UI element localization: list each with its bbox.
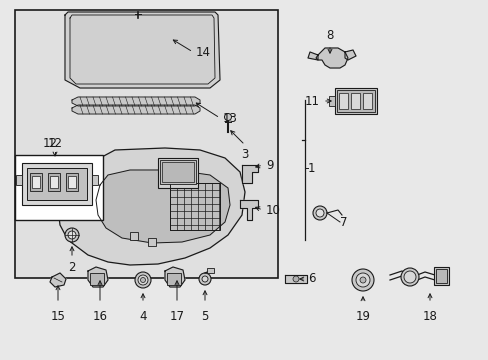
Text: 15: 15	[50, 310, 65, 323]
Text: 17: 17	[169, 310, 184, 323]
Text: 6: 6	[307, 273, 315, 285]
Bar	[334, 88, 376, 114]
Bar	[16, 175, 22, 185]
Text: 11: 11	[305, 95, 319, 108]
Circle shape	[65, 228, 79, 242]
Polygon shape	[242, 165, 258, 183]
Circle shape	[140, 278, 145, 283]
Bar	[15, 10, 278, 278]
Bar	[130, 232, 138, 240]
Bar	[435, 269, 446, 283]
Bar	[433, 267, 448, 285]
Polygon shape	[345, 50, 355, 60]
Bar	[206, 268, 214, 273]
Polygon shape	[240, 200, 258, 220]
Circle shape	[400, 268, 418, 286]
Circle shape	[312, 206, 326, 220]
Bar	[160, 160, 196, 184]
Text: 7: 7	[339, 216, 347, 229]
Polygon shape	[65, 12, 220, 88]
Polygon shape	[50, 273, 66, 287]
Bar	[30, 173, 42, 191]
Polygon shape	[88, 267, 108, 287]
Circle shape	[68, 231, 76, 239]
Text: 18: 18	[422, 310, 437, 323]
Circle shape	[355, 273, 369, 287]
Polygon shape	[285, 275, 306, 283]
Circle shape	[224, 113, 231, 121]
Text: 16: 16	[92, 310, 107, 323]
Polygon shape	[164, 267, 184, 287]
Bar	[32, 176, 40, 188]
Text: 12: 12	[47, 137, 62, 150]
Bar	[15, 155, 103, 220]
Text: 1: 1	[307, 162, 315, 175]
Circle shape	[292, 276, 298, 282]
Bar	[68, 176, 76, 188]
Text: 9: 9	[265, 158, 273, 171]
Text: 13: 13	[223, 112, 237, 125]
Circle shape	[202, 276, 207, 282]
Bar	[362, 93, 371, 109]
Circle shape	[359, 277, 365, 283]
Bar	[50, 176, 58, 188]
Text: 14: 14	[196, 45, 210, 59]
Polygon shape	[315, 48, 347, 68]
Bar	[336, 90, 374, 112]
Bar	[167, 273, 181, 285]
Bar	[92, 175, 98, 185]
Bar	[170, 183, 220, 230]
Polygon shape	[96, 170, 229, 243]
Bar	[148, 238, 156, 246]
Text: 19: 19	[355, 310, 370, 323]
Circle shape	[135, 272, 151, 288]
Bar	[48, 173, 60, 191]
Bar	[22, 163, 92, 205]
Circle shape	[138, 275, 148, 285]
Text: 8: 8	[325, 29, 333, 42]
Bar	[66, 173, 78, 191]
Bar	[90, 273, 104, 285]
Circle shape	[315, 209, 324, 217]
Text: 5: 5	[201, 310, 208, 323]
Bar	[158, 158, 198, 188]
Text: 10: 10	[265, 203, 280, 216]
Text: 3: 3	[241, 148, 248, 161]
Bar	[328, 96, 334, 106]
Bar	[162, 162, 194, 182]
Bar	[338, 93, 347, 109]
Polygon shape	[58, 148, 244, 265]
Text: 2: 2	[68, 261, 76, 274]
Circle shape	[351, 269, 373, 291]
Text: 4: 4	[139, 310, 146, 323]
Circle shape	[403, 271, 415, 283]
Bar	[27, 168, 87, 200]
Text: 12: 12	[42, 137, 58, 150]
Polygon shape	[307, 52, 317, 60]
Polygon shape	[72, 97, 200, 106]
Polygon shape	[72, 105, 200, 114]
Circle shape	[199, 273, 210, 285]
Bar	[350, 93, 359, 109]
